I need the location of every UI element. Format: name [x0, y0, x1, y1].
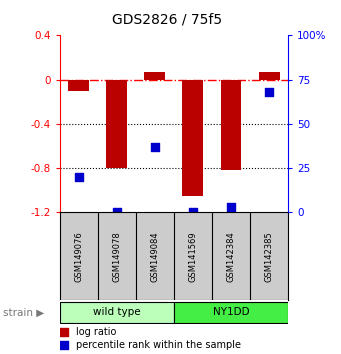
Bar: [182, 80, 204, 195]
Point: [228, 204, 234, 210]
Text: strain ▶: strain ▶: [3, 308, 45, 318]
Bar: [174, 302, 288, 323]
Point: [76, 174, 81, 179]
Bar: [144, 72, 165, 80]
Bar: [258, 72, 280, 80]
Point: [61, 342, 67, 348]
Bar: [68, 80, 89, 91]
Bar: [106, 80, 127, 168]
Bar: [221, 80, 241, 170]
Text: NY1DD: NY1DD: [213, 307, 249, 317]
Text: GSM149084: GSM149084: [150, 231, 159, 282]
Point: [61, 330, 67, 335]
Text: wild type: wild type: [93, 307, 140, 317]
Text: percentile rank within the sample: percentile rank within the sample: [76, 340, 241, 350]
Text: GSM141569: GSM141569: [189, 231, 197, 282]
Text: GSM142385: GSM142385: [265, 231, 273, 282]
Text: GSM142384: GSM142384: [226, 231, 236, 282]
Point: [152, 144, 158, 149]
Bar: [60, 302, 174, 323]
Text: GSM149078: GSM149078: [112, 231, 121, 282]
Point: [190, 209, 196, 215]
Text: GDS2826 / 75f5: GDS2826 / 75f5: [112, 12, 222, 27]
Text: GSM149076: GSM149076: [74, 231, 83, 282]
Text: log ratio: log ratio: [76, 327, 116, 337]
Point: [114, 209, 119, 215]
Point: [266, 89, 272, 95]
